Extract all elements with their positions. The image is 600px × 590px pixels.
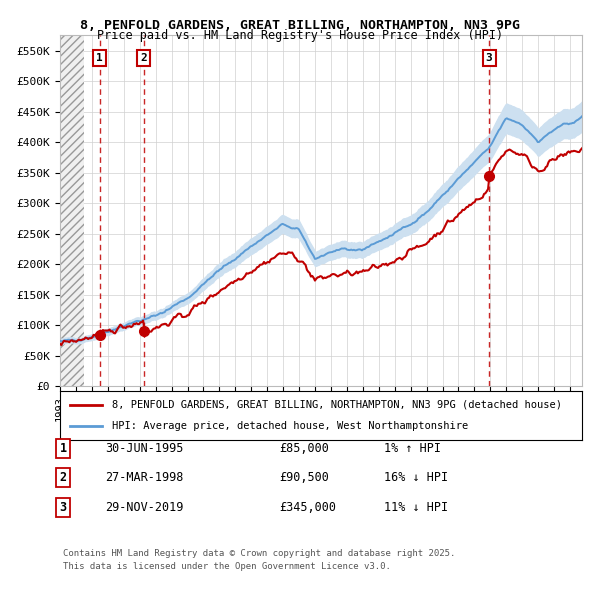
Text: 29-NOV-2019: 29-NOV-2019 [105, 501, 184, 514]
Text: 11% ↓ HPI: 11% ↓ HPI [384, 501, 448, 514]
Text: 16% ↓ HPI: 16% ↓ HPI [384, 471, 448, 484]
Text: 1: 1 [97, 53, 103, 63]
Text: 8, PENFOLD GARDENS, GREAT BILLING, NORTHAMPTON, NN3 9PG: 8, PENFOLD GARDENS, GREAT BILLING, NORTH… [80, 19, 520, 32]
Text: 8, PENFOLD GARDENS, GREAT BILLING, NORTHAMPTON, NN3 9PG (detached house): 8, PENFOLD GARDENS, GREAT BILLING, NORTH… [112, 399, 562, 409]
Text: HPI: Average price, detached house, West Northamptonshire: HPI: Average price, detached house, West… [112, 421, 469, 431]
Text: This data is licensed under the Open Government Licence v3.0.: This data is licensed under the Open Gov… [63, 562, 391, 571]
Text: 3: 3 [59, 501, 67, 514]
Text: 27-MAR-1998: 27-MAR-1998 [105, 471, 184, 484]
Text: £90,500: £90,500 [279, 471, 329, 484]
Text: 1: 1 [59, 442, 67, 455]
Text: 30-JUN-1995: 30-JUN-1995 [105, 442, 184, 455]
Bar [60, 35, 84, 386]
Text: £85,000: £85,000 [279, 442, 329, 455]
Text: 1% ↑ HPI: 1% ↑ HPI [384, 442, 441, 455]
Text: Price paid vs. HM Land Registry's House Price Index (HPI): Price paid vs. HM Land Registry's House … [97, 30, 503, 42]
Text: £345,000: £345,000 [279, 501, 336, 514]
Text: 2: 2 [140, 53, 147, 63]
Text: 3: 3 [486, 53, 493, 63]
Text: Contains HM Land Registry data © Crown copyright and database right 2025.: Contains HM Land Registry data © Crown c… [63, 549, 455, 558]
Text: 2: 2 [59, 471, 67, 484]
